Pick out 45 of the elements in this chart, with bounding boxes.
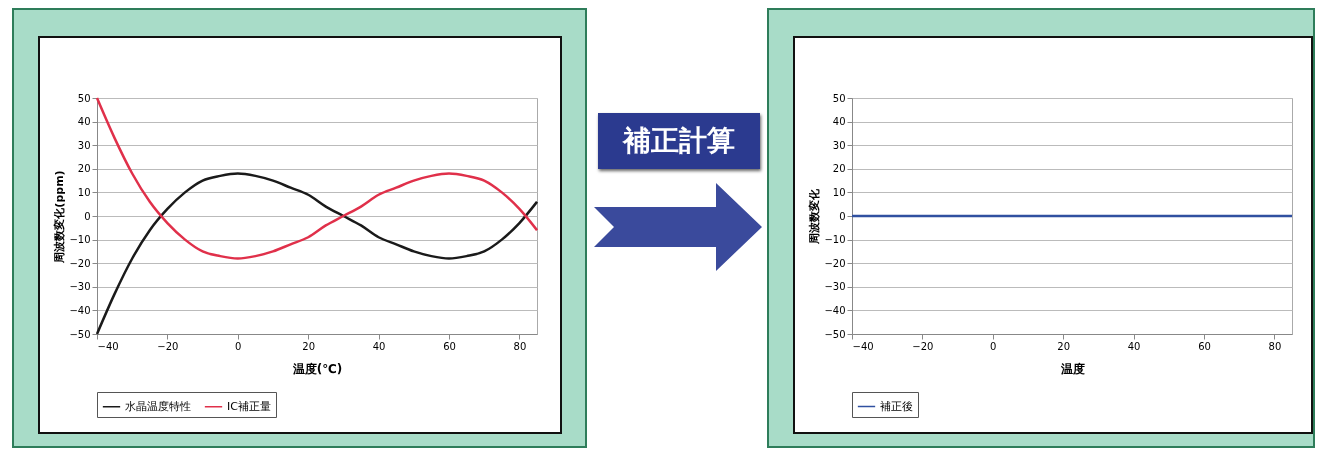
legend-label: 補正後 <box>880 399 913 413</box>
x-tick-label: 80 <box>1268 340 1282 352</box>
y-tick-label: −30 <box>824 281 846 293</box>
y-tick-label: −40 <box>824 304 846 316</box>
x-tick-label: 40 <box>1127 340 1141 352</box>
x-tick-label: 40 <box>372 340 386 352</box>
y-tick-label: 50 <box>77 92 91 104</box>
legend-label: 水晶温度特性 <box>125 399 191 413</box>
y-tick-label: 30 <box>832 139 846 151</box>
y-tick-label: 10 <box>77 186 91 198</box>
y-tick-label: 20 <box>832 163 846 175</box>
x-tick-label: 20 <box>1057 340 1071 352</box>
y-tick-label: −10 <box>824 234 846 246</box>
y-tick-label: −50 <box>824 328 846 340</box>
x-tick-label: −20 <box>157 340 179 352</box>
legend-label: IC補正量 <box>227 399 271 413</box>
y-tick-label: 10 <box>832 186 846 198</box>
x-axis-title: 温度(℃) <box>291 361 343 376</box>
y-tick-label: 50 <box>832 92 846 104</box>
x-tick-label: −20 <box>912 340 934 352</box>
x-tick-label: 60 <box>443 340 456 352</box>
x-tick-label: 20 <box>302 340 316 352</box>
y-tick-label: 40 <box>77 116 91 128</box>
x-tick-label: −40 <box>97 340 119 352</box>
x-tick-label: 0 <box>990 340 997 352</box>
x-axis-title: 温度 <box>1059 361 1085 376</box>
y-tick-label: −10 <box>69 234 91 246</box>
y-tick-label: −20 <box>69 257 91 269</box>
y-axis-title: 周波数変化(ppm) <box>53 170 67 264</box>
y-tick-label: −40 <box>69 304 91 316</box>
line-series <box>95 96 539 260</box>
x-tick-label: 0 <box>235 340 242 352</box>
y-tick-label: 30 <box>77 139 91 151</box>
y-tick-label: 20 <box>77 163 91 175</box>
x-tick-label: −40 <box>852 340 874 352</box>
text: 補正計算 <box>598 113 760 169</box>
y-tick-label: 40 <box>832 116 846 128</box>
x-tick-label: 60 <box>1198 340 1211 352</box>
y-tick-label: 0 <box>839 210 846 222</box>
y-tick-label: −20 <box>824 257 846 269</box>
y-axis-title: 周波数変化 <box>808 188 822 245</box>
y-tick-label: −50 <box>69 328 91 340</box>
y-tick-label: 0 <box>84 210 91 222</box>
x-tick-label: 80 <box>513 340 527 352</box>
y-tick-label: −30 <box>69 281 91 293</box>
